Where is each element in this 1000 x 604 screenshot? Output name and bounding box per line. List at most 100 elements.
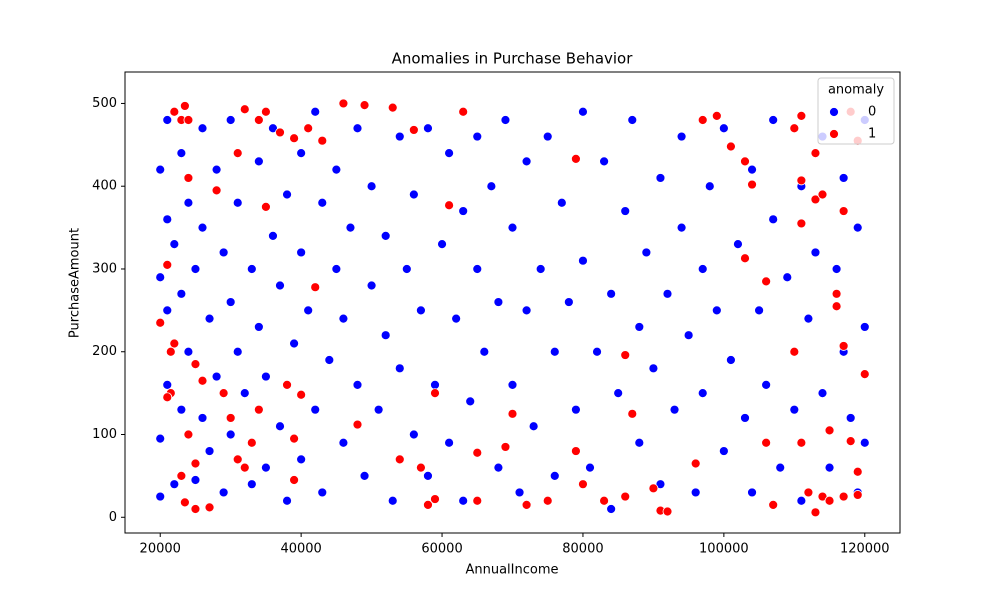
data-point [571, 446, 581, 456]
data-point [782, 272, 793, 283]
data-point [662, 506, 673, 517]
data-point [246, 437, 257, 448]
data-point [310, 404, 321, 415]
y-tick-label: 300 [92, 261, 117, 276]
data-point [155, 164, 166, 175]
data-point [430, 379, 440, 390]
x-tick-label: 100000 [699, 542, 749, 557]
data-point [726, 141, 736, 152]
data-point [507, 379, 518, 390]
data-point [465, 396, 476, 407]
data-point [676, 131, 687, 142]
data-point [859, 369, 870, 379]
data-point [838, 173, 849, 183]
data-point [655, 173, 666, 183]
data-point [179, 497, 190, 508]
data-point [585, 462, 595, 473]
data-point [169, 106, 180, 117]
plot-area [155, 98, 870, 518]
data-point [225, 429, 236, 440]
data-point [507, 222, 518, 233]
data-point [549, 346, 560, 357]
data-point [697, 264, 708, 274]
data-point [789, 404, 800, 415]
data-point [204, 313, 215, 324]
data-point [521, 499, 532, 510]
data-point [289, 475, 299, 485]
y-tick-label: 500 [92, 96, 117, 111]
x-axis-label: AnnualIncome [465, 563, 558, 578]
data-point [472, 495, 483, 506]
data-point [711, 110, 722, 121]
data-point [261, 106, 271, 117]
data-point [289, 433, 299, 444]
y-tick-label: 100 [92, 427, 117, 442]
data-point [690, 487, 701, 498]
data-point [817, 388, 828, 399]
data-point [296, 247, 307, 258]
data-point [268, 230, 278, 241]
data-point [810, 148, 821, 159]
data-point [303, 123, 314, 134]
data-point [444, 148, 454, 159]
data-point [613, 388, 624, 399]
data-point [338, 98, 349, 109]
data-point [204, 502, 215, 513]
data-point [176, 148, 187, 159]
data-point [317, 487, 328, 498]
data-point [606, 504, 617, 514]
data-point [261, 371, 271, 382]
data-point [859, 437, 870, 448]
legend-marker [829, 129, 839, 139]
data-point [165, 346, 176, 357]
data-point [458, 206, 469, 216]
data-point [162, 379, 173, 390]
data-point [542, 495, 553, 506]
data-point [697, 115, 708, 125]
data-point [514, 487, 525, 498]
data-point [444, 200, 454, 211]
data-point [831, 288, 842, 299]
data-point [183, 197, 194, 208]
data-point [331, 164, 342, 175]
data-point [648, 363, 659, 374]
data-point [162, 214, 173, 225]
data-point [275, 127, 285, 138]
data-point [197, 375, 208, 386]
data-point [225, 115, 236, 125]
data-point [261, 202, 271, 212]
data-point [394, 454, 405, 465]
data-point [740, 253, 750, 264]
data-point [838, 341, 849, 351]
data-point [563, 297, 574, 307]
data-point [183, 173, 194, 183]
data-point [197, 123, 208, 134]
data-point [578, 479, 588, 490]
data-point [824, 425, 835, 436]
data-point [768, 115, 779, 125]
data-point [225, 413, 236, 423]
data-point [824, 462, 835, 473]
data-point [275, 421, 285, 432]
data-point [761, 379, 772, 390]
data-point [218, 487, 229, 498]
data-point [430, 388, 440, 399]
data-point [162, 259, 173, 270]
data-point [169, 338, 180, 349]
data-point [197, 222, 208, 233]
data-point [416, 305, 426, 316]
data-point [620, 491, 631, 502]
data-point [204, 446, 215, 456]
data-point [824, 495, 835, 506]
data-point [394, 363, 405, 374]
data-point [190, 475, 201, 485]
data-point [500, 115, 511, 125]
data-point [592, 346, 602, 357]
data-point [179, 101, 190, 111]
data-point [627, 408, 638, 419]
data-point [416, 462, 426, 473]
data-point [169, 239, 180, 250]
data-point [310, 282, 321, 293]
data-point [225, 297, 236, 307]
data-point [458, 106, 469, 117]
